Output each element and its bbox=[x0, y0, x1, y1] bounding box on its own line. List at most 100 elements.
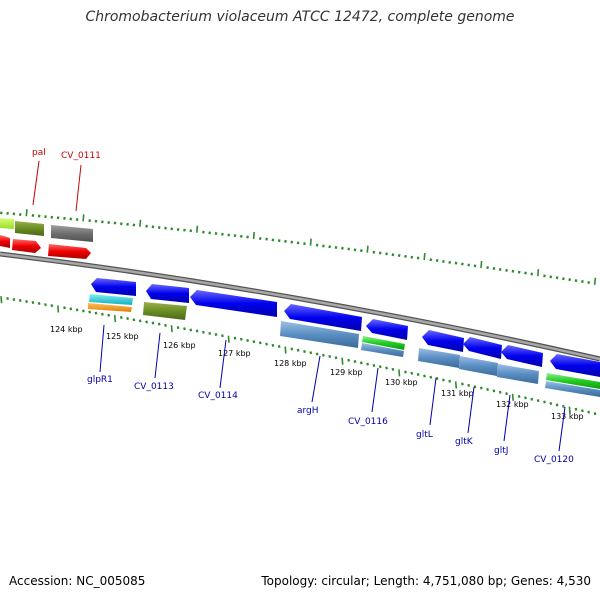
gene-arrow-cv0113[interactable] bbox=[143, 302, 187, 320]
minor-tick bbox=[486, 387, 489, 391]
minor-tick bbox=[372, 250, 376, 254]
minor-tick bbox=[479, 386, 483, 390]
minor-tick bbox=[271, 238, 275, 242]
reverse-strand-features bbox=[88, 278, 600, 397]
minor-tick bbox=[416, 373, 420, 377]
minor-tick bbox=[176, 326, 180, 330]
major-tick bbox=[0, 296, 3, 304]
minor-tick bbox=[334, 245, 338, 249]
minor-tick bbox=[113, 221, 117, 225]
major-tick bbox=[227, 335, 230, 343]
minor-tick bbox=[132, 318, 136, 322]
feature-steel-gltl[interactable] bbox=[418, 348, 460, 368]
minor-tick bbox=[6, 296, 9, 300]
feature-green-cv0116[interactable] bbox=[362, 336, 405, 350]
minor-tick bbox=[429, 375, 433, 379]
gene-arrow-gray[interactable] bbox=[51, 225, 93, 242]
minor-tick bbox=[132, 223, 136, 227]
minor-tick bbox=[473, 264, 477, 268]
minor-tick bbox=[138, 319, 142, 323]
gene-arrow-lime[interactable] bbox=[0, 218, 14, 229]
feature-cyan[interactable] bbox=[89, 294, 133, 305]
major-tick bbox=[366, 245, 369, 253]
gene-arrow-red-1[interactable] bbox=[0, 235, 10, 248]
minor-tick bbox=[221, 232, 224, 236]
gene-arrow-gltk[interactable] bbox=[463, 337, 502, 359]
minor-tick bbox=[0, 211, 3, 215]
gene-label[interactable]: gltK bbox=[455, 437, 474, 447]
minor-tick bbox=[101, 220, 104, 224]
minor-tick bbox=[157, 226, 161, 230]
feature-steel-gltj[interactable] bbox=[497, 364, 539, 384]
minor-tick bbox=[391, 253, 395, 257]
gene-arrow-cv0120[interactable] bbox=[550, 354, 600, 377]
minor-tick bbox=[423, 374, 426, 378]
feature-steel-cv0116[interactable] bbox=[361, 343, 404, 357]
minor-tick bbox=[202, 230, 205, 234]
minor-tick bbox=[246, 338, 249, 342]
minor-tick bbox=[378, 251, 382, 255]
minor-tick bbox=[107, 220, 111, 224]
gene-label[interactable]: CV_0116 bbox=[348, 417, 388, 427]
gene-arrow-cv0111[interactable] bbox=[48, 244, 91, 259]
minor-tick bbox=[543, 274, 546, 278]
minor-tick bbox=[25, 299, 28, 303]
gene-arrow-argh[interactable] bbox=[284, 304, 362, 331]
gene-label[interactable]: CV_0114 bbox=[198, 391, 238, 401]
minor-tick bbox=[145, 320, 148, 324]
minor-tick bbox=[391, 367, 395, 371]
minor-tick bbox=[574, 407, 578, 411]
minor-tick bbox=[385, 366, 388, 370]
feature-steel-cv0120[interactable] bbox=[545, 381, 600, 397]
feature-steel-argh[interactable] bbox=[280, 321, 359, 348]
minor-tick bbox=[233, 336, 237, 340]
gene-arrow-gltl[interactable] bbox=[422, 330, 464, 352]
gene-arrow-glpr1[interactable] bbox=[91, 278, 136, 296]
minor-tick bbox=[44, 215, 47, 219]
gene-arrow-gltj[interactable] bbox=[501, 345, 543, 367]
gene-arrow-olive[interactable] bbox=[15, 221, 44, 236]
major-tick bbox=[25, 209, 28, 217]
minor-tick bbox=[18, 298, 22, 302]
major-tick bbox=[309, 238, 312, 246]
gene-arrow-cv0116[interactable] bbox=[366, 319, 408, 340]
minor-tick bbox=[322, 244, 325, 248]
gene-arrow-cv0113-top[interactable] bbox=[146, 284, 189, 303]
kbp-label: 133 kbp bbox=[551, 412, 584, 421]
gene-label[interactable]: CV_0120 bbox=[534, 455, 574, 465]
minor-tick bbox=[347, 358, 351, 362]
gene-label[interactable]: argH bbox=[297, 406, 319, 416]
minor-tick bbox=[157, 322, 161, 326]
gene-arrow-cv0114[interactable] bbox=[190, 290, 277, 317]
feature-green-cv0120[interactable] bbox=[546, 373, 600, 389]
major-tick bbox=[511, 393, 514, 401]
minor-tick bbox=[473, 385, 477, 389]
minor-tick bbox=[94, 219, 98, 223]
minor-tick bbox=[511, 269, 515, 273]
minor-tick bbox=[12, 212, 16, 216]
kbp-label: 131 kbp bbox=[441, 389, 474, 398]
minor-tick bbox=[454, 261, 458, 265]
feature-steel-gltk[interactable] bbox=[459, 356, 498, 376]
accession-text: Accession: NC_005085 bbox=[9, 574, 146, 588]
gene-label[interactable]: CV_0111 bbox=[61, 151, 101, 161]
gene-arrow-pal[interactable] bbox=[12, 239, 41, 253]
minor-tick bbox=[574, 279, 578, 283]
minor-tick bbox=[50, 215, 54, 219]
inner-tick-row bbox=[0, 296, 600, 416]
minor-tick bbox=[277, 239, 281, 243]
topology-text: Topology: circular; Length: 4,751,080 bp… bbox=[261, 574, 591, 588]
gene-label[interactable]: gltL bbox=[416, 430, 433, 440]
gene-label[interactable]: gltJ bbox=[494, 446, 508, 456]
minor-tick bbox=[208, 231, 212, 235]
gene-label[interactable]: pal bbox=[32, 148, 46, 158]
minor-tick bbox=[107, 313, 111, 317]
major-tick bbox=[593, 277, 597, 285]
minor-tick bbox=[56, 216, 60, 220]
gene-label[interactable]: CV_0113 bbox=[134, 382, 174, 392]
gene-label[interactable]: glpR1 bbox=[87, 375, 113, 385]
minor-tick bbox=[549, 275, 553, 279]
feature-orange[interactable] bbox=[88, 303, 132, 312]
minor-tick bbox=[221, 334, 224, 338]
